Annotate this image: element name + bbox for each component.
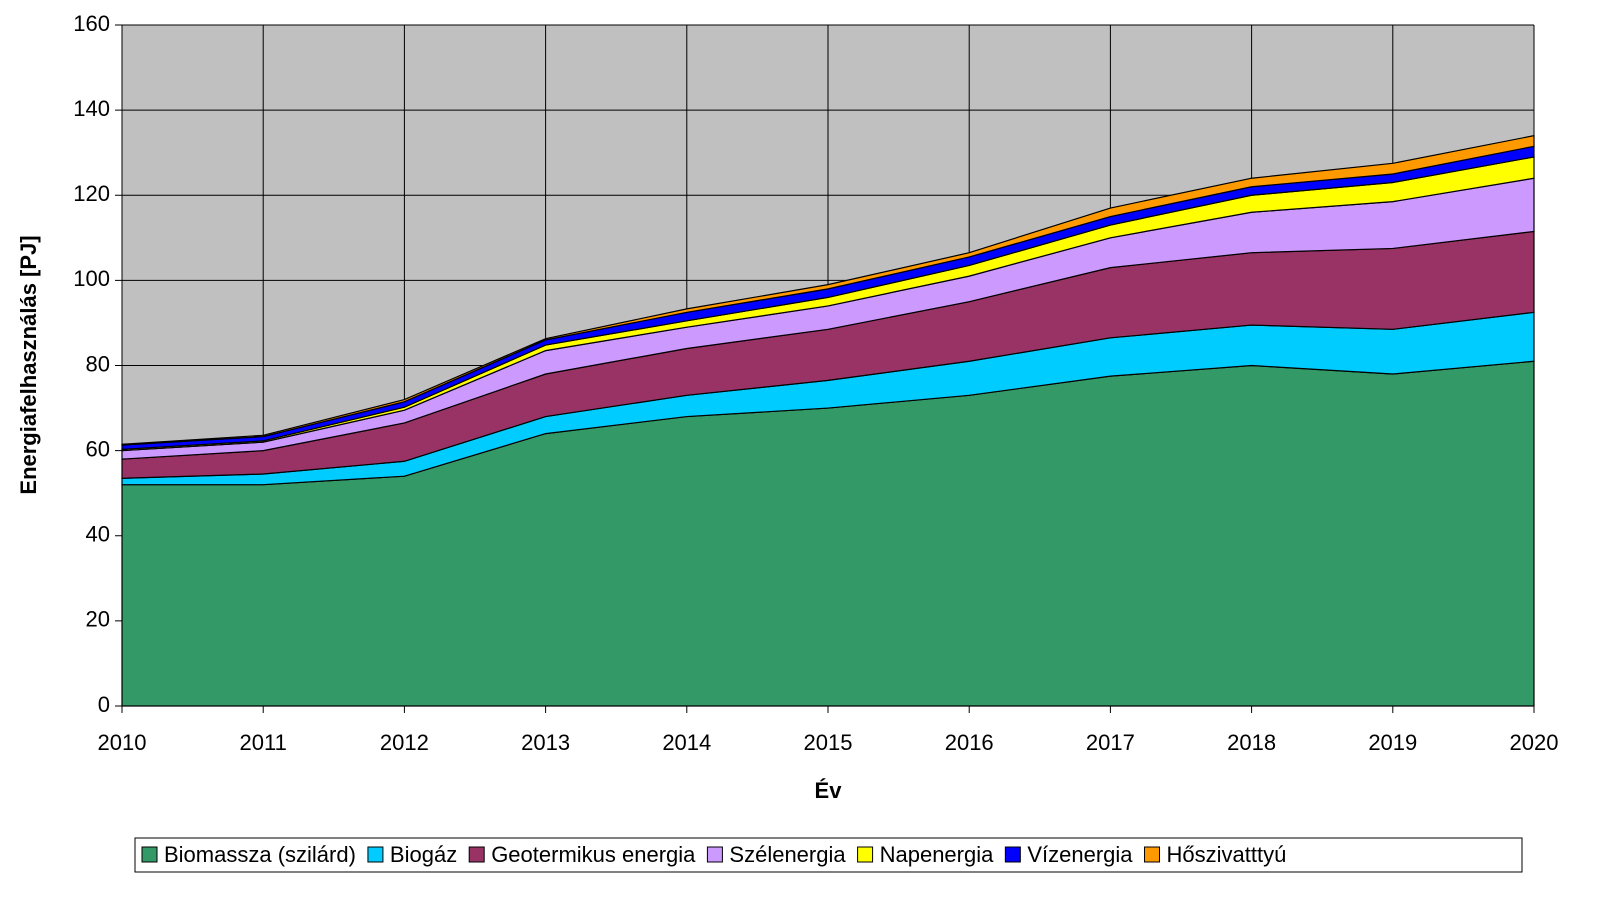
x-tick-label: 2010 [98, 730, 147, 755]
x-tick-label: 2014 [662, 730, 711, 755]
x-tick-label: 2011 [240, 730, 287, 755]
legend-swatch [141, 846, 158, 863]
y-tick-label: 80 [86, 351, 110, 376]
areas [121, 134, 1535, 707]
x-tick-label: 2018 [1227, 730, 1276, 755]
y-tick-label: 160 [73, 11, 110, 36]
y-tick-label: 120 [73, 181, 110, 206]
x-tick-label: 2019 [1368, 730, 1417, 755]
legend: Biomassza (szilárd) Biogáz Geotermikus ene… [141, 842, 1287, 867]
legend-label: Biogáz [390, 842, 457, 867]
legend-swatch [1004, 846, 1021, 863]
y-tick-label: 40 [86, 522, 110, 547]
legend-label: Biomassza (szilárd) [164, 842, 356, 867]
legend-label: Hőszivatttyú [1167, 842, 1287, 867]
legend-label: Geotermikus energia [491, 842, 696, 867]
y-tick-label: 20 [86, 607, 110, 632]
legend-label: Szélenergia [729, 842, 846, 867]
axes: 0 20 40 60 80 100 120 140 160 2010 2011 2012 2013 201… [73, 11, 1558, 755]
x-tick-label: 2017 [1086, 730, 1135, 755]
x-tick-label: 2016 [945, 730, 994, 755]
x-tick-label: 2020 [1510, 730, 1559, 755]
x-axis-title: Év [815, 778, 843, 803]
area [121, 134, 1535, 446]
x-tick-label: 2013 [521, 730, 570, 755]
legend-swatch [468, 846, 485, 863]
x-tick-label: 2015 [804, 730, 853, 755]
legend-swatch [367, 846, 384, 863]
x-tick-label: 2012 [380, 730, 429, 755]
legend-label: Vízenergia [1027, 842, 1133, 867]
y-tick-label: 60 [86, 436, 110, 461]
legend-swatch [1144, 846, 1161, 863]
legend-swatch [706, 846, 723, 863]
y-tick-label: 140 [73, 96, 110, 121]
legend-swatch [857, 846, 874, 863]
y-tick-label: 100 [73, 266, 110, 291]
legend-label: Napenergia [880, 842, 995, 867]
legend-box [134, 837, 1523, 873]
y-axis-title: Energiafelhasználás [PJ] [16, 235, 41, 494]
y-tick-label: 0 [98, 692, 110, 717]
